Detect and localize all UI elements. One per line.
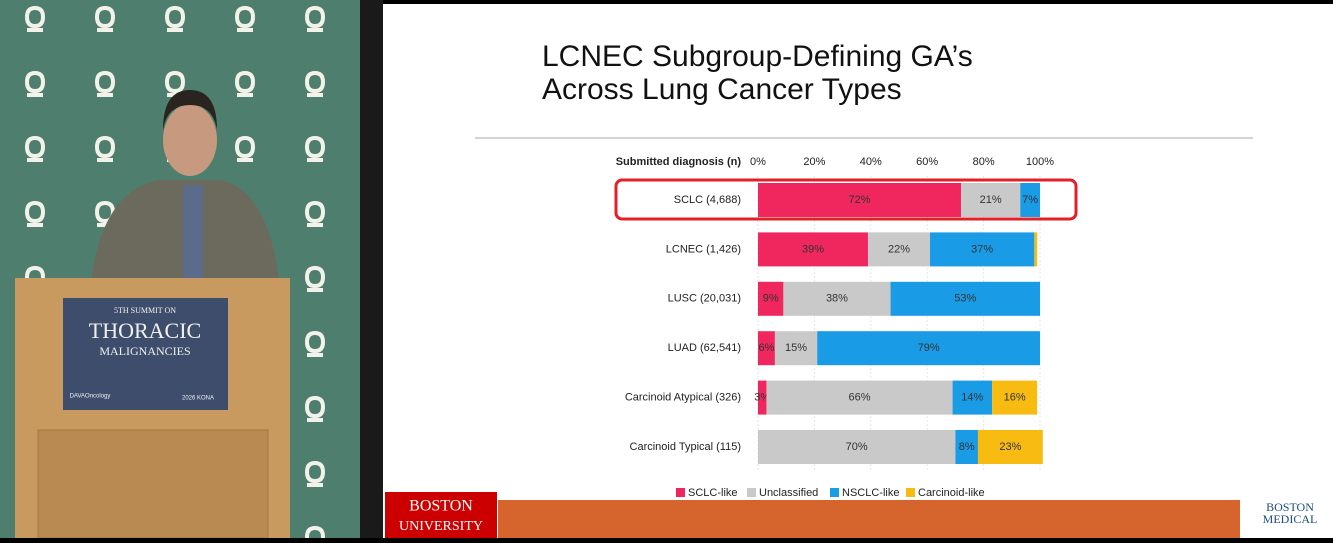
bar-segment [1034,232,1038,267]
value-label: 6% [759,342,775,354]
value-label: 38% [826,293,848,305]
bu-logo-text: UNIVERSITY [399,519,483,534]
bu-logo [385,492,497,538]
x-tick-label: 40% [860,156,882,168]
value-label: 79% [918,342,940,354]
podium-text: MALIGNANCIES [99,344,190,358]
legend-swatch [747,488,756,497]
value-label: 9% [763,293,779,305]
speaker-tie [183,185,203,285]
category-label: LUAD (62,541) [668,342,741,354]
value-label: 7% [1022,194,1038,206]
podium-sign [63,298,228,410]
speaker-hair [163,90,217,130]
bar-segment [961,183,1021,217]
value-label: 8% [959,441,975,453]
bar-segment [817,331,1040,366]
category-label: LCNEC (1,426) [666,243,741,255]
bar-segment [992,380,1038,415]
bar-segment [890,281,1040,316]
podium-text: 2026 KONA [182,396,214,402]
category-label: LUSC (20,031) [668,293,741,305]
category-label: SCLC (4,688) [674,194,741,206]
podium-panel [37,429,269,539]
x-tick-label: 80% [973,156,995,168]
bar-segment [952,380,993,415]
value-label: 14% [961,392,983,404]
legend-label: Carcinoid-like [918,487,985,499]
bar-segment [867,232,931,267]
value-label: 39% [802,243,824,255]
legend-swatch [906,488,915,497]
bar-segment [758,281,784,316]
value-label: 23% [999,441,1021,453]
value-label: 21% [980,194,1002,206]
speaker-head [163,104,217,176]
legend-swatch [830,488,839,497]
podium-text: THORACIC [89,318,201,343]
bar-segment [955,430,978,464]
bar-segment [758,183,962,217]
bmc-logo-text: BOSTON [1266,500,1314,514]
x-tick-label: 20% [803,156,825,168]
x-tick-label: 0% [750,156,766,168]
legend-label: NSCLC-like [842,487,899,499]
slide-title: LCNEC Subgroup-Defining GA’s [542,40,973,73]
x-tick-label: 60% [916,156,938,168]
value-label: 16% [1004,392,1026,404]
bmc-logo-text: MEDICAL [1263,512,1318,526]
podium-text: 5TH SUMMIT ON [114,306,176,315]
bar-segment [758,430,956,464]
bar-segment [758,331,775,366]
bar-segment [977,430,1043,464]
category-label: Carcinoid Typical (115) [630,441,741,453]
category-header: Submitted diagnosis (n) [616,156,742,168]
legend-label: Unclassified [759,487,818,499]
legend-label: SCLC-like [688,487,738,499]
value-label: 3% [754,392,770,404]
bar-segment [758,380,767,415]
bar-segment [758,232,868,267]
podium-text: DAVAOncology [70,394,111,400]
value-label: 22% [888,243,910,255]
value-label: 66% [849,392,871,404]
x-tick-label: 100% [1026,156,1054,168]
divider [360,0,383,538]
bar-segment [1020,183,1040,217]
bu-logo-text: BOSTON [409,498,473,515]
footer-band [498,500,1240,538]
bar-segment [930,232,1035,267]
bar-segment [783,281,891,316]
slide-title: Across Lung Cancer Types [542,73,902,106]
legend-swatch [676,488,685,497]
value-label: 53% [954,293,976,305]
value-label: 15% [785,342,807,354]
bar-segment [766,380,953,415]
highlight-box [614,178,1078,221]
value-label: 70% [846,441,868,453]
bar-segment [774,331,818,366]
value-label: 72% [849,194,871,206]
category-label: Carcinoid Atypical (326) [625,392,741,404]
value-label: 37% [971,243,993,255]
